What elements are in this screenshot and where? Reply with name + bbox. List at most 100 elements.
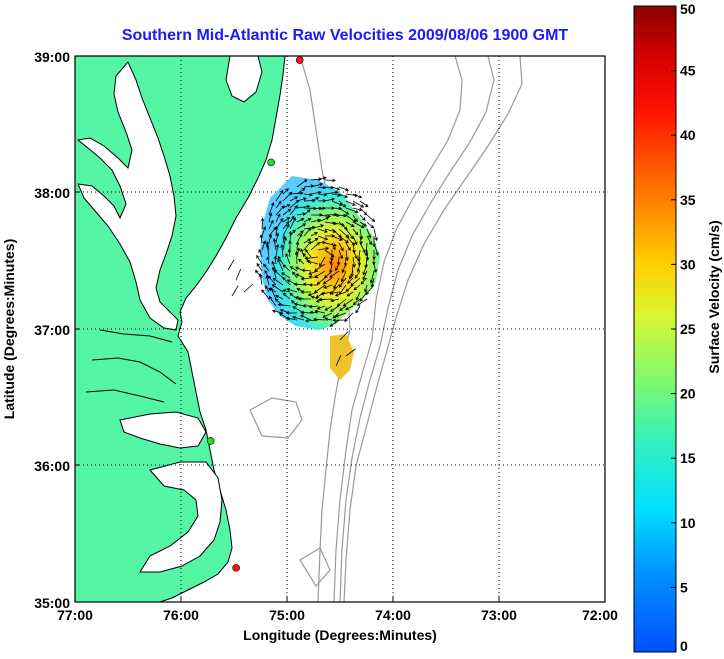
- velocity-arrow: [289, 196, 299, 202]
- velocity-arrow: [322, 312, 333, 318]
- velocity-arrow: [275, 189, 284, 202]
- velocity-arrow: [329, 291, 340, 295]
- velocity-arrow: [303, 218, 312, 223]
- velocity-arrow: [300, 290, 312, 294]
- velocity-arrow: [336, 298, 347, 307]
- colorbar-tick-label: 30: [680, 256, 696, 272]
- velocity-arrow: [317, 246, 330, 251]
- velocity-arrow: [352, 200, 365, 208]
- velocity-arrow: [310, 218, 322, 223]
- velocity-arrow: [362, 263, 368, 276]
- velocity-arrow: [322, 277, 333, 285]
- velocity-arrow: [296, 223, 307, 230]
- velocity-arrow: [331, 200, 343, 206]
- velocity-arrow: [277, 255, 284, 265]
- velocity-arrow: [359, 200, 369, 208]
- velocity-arrow: [292, 271, 298, 279]
- velocity-arrow: [338, 200, 347, 208]
- velocity-arrow: [352, 214, 358, 223]
- velocity-arrow: [352, 193, 363, 199]
- colorbar-tick-label: 35: [680, 192, 696, 208]
- velocity-arrow: [339, 331, 349, 341]
- velocity-arrow: [300, 276, 312, 281]
- velocity-arrow: [338, 207, 350, 215]
- velocity-arrow: [356, 298, 368, 306]
- velocity-arrow: [256, 254, 263, 265]
- velocity-arrow: [282, 292, 291, 300]
- y-tick-label: 37:00: [34, 322, 70, 338]
- velocity-arrow: [308, 304, 319, 309]
- velocity-arrow: [331, 242, 336, 251]
- velocity-arrow: [338, 235, 349, 244]
- velocity-arrow: [314, 309, 326, 314]
- velocity-arrow: [258, 273, 263, 286]
- velocity-arrow: [317, 193, 328, 197]
- velocity-arrow: [330, 298, 340, 303]
- velocity-arrow: [359, 242, 366, 254]
- velocity-arrow: [293, 282, 305, 286]
- velocity-arrow: [353, 284, 361, 291]
- velocity-arrow: [268, 219, 274, 230]
- velocity-arrow: [268, 202, 275, 216]
- velocity-arrow: [282, 276, 291, 286]
- velocity-arrow: [303, 227, 312, 237]
- velocity-arrow: [366, 228, 372, 239]
- velocity-arrow: [329, 256, 333, 266]
- velocity-arrow: [303, 238, 312, 244]
- velocity-arrow: [275, 200, 282, 209]
- velocity-arrow: [277, 302, 291, 307]
- velocity-arrow: [317, 185, 327, 190]
- velocity-arrow: [338, 186, 350, 192]
- x-tick-label: 77:00: [57, 607, 93, 623]
- velocity-arrow: [285, 316, 298, 321]
- velocity-arrow: [282, 223, 290, 237]
- colorbar-tick-label: 25: [680, 321, 696, 337]
- velocity-arrows: [227, 176, 379, 367]
- velocity-arrow: [285, 311, 298, 315]
- y-tick-labels: 39:00 38:00 37:00 36:00 35:00: [34, 49, 70, 611]
- velocity-arrow: [289, 292, 298, 300]
- velocity-arrow: [310, 196, 320, 202]
- velocity-arrow: [335, 354, 342, 367]
- velocity-arrow: [316, 305, 326, 310]
- velocity-arrow: [302, 303, 312, 308]
- velocity-arrow: [258, 248, 263, 258]
- velocity-arrow: [319, 256, 326, 267]
- velocity-arrow: [334, 291, 347, 297]
- velocity-arrow: [268, 212, 273, 223]
- velocity-arrow: [296, 204, 311, 209]
- velocity-arrow: [324, 305, 333, 311]
- velocity-arrow: [324, 190, 339, 195]
- velocity-arrow: [346, 291, 354, 297]
- velocity-arrow: [287, 248, 292, 258]
- velocity-arrow: [271, 309, 284, 314]
- velocity-arrow: [355, 305, 361, 314]
- velocity-arrow: [296, 218, 305, 223]
- velocity-arrow: [263, 263, 270, 272]
- velocity-arrow: [372, 235, 376, 248]
- velocity-arrow: [324, 234, 336, 238]
- velocity-arrow: [331, 193, 342, 197]
- velocity-arrow: [306, 259, 319, 265]
- velocity-arrow: [348, 270, 354, 280]
- velocity-arrow: [295, 241, 300, 251]
- x-tick-label: 76:00: [163, 607, 199, 623]
- velocity-arrow: [289, 191, 304, 195]
- x-tick-label: 75:00: [269, 607, 305, 623]
- radar-stations: [206, 56, 304, 572]
- velocity-arrow: [265, 243, 270, 258]
- y-axis-label: Latitude (Degrees:Minutes): [1, 239, 17, 419]
- velocity-arrow: [329, 305, 340, 312]
- colorbar-tick-label: 40: [680, 127, 696, 143]
- colorbar-tick-label: 50: [680, 1, 696, 17]
- velocity-arrow: [359, 221, 367, 227]
- velocity-arrow: [352, 298, 361, 306]
- velocity-arrow: [268, 295, 277, 307]
- velocity-arrow: [359, 214, 366, 221]
- y-tick-label: 39:00: [34, 49, 70, 65]
- velocity-arrow: [345, 200, 356, 206]
- velocity-arrow: [373, 242, 379, 256]
- velocity-arrow: [310, 242, 321, 251]
- x-tick-label: 73:00: [481, 607, 517, 623]
